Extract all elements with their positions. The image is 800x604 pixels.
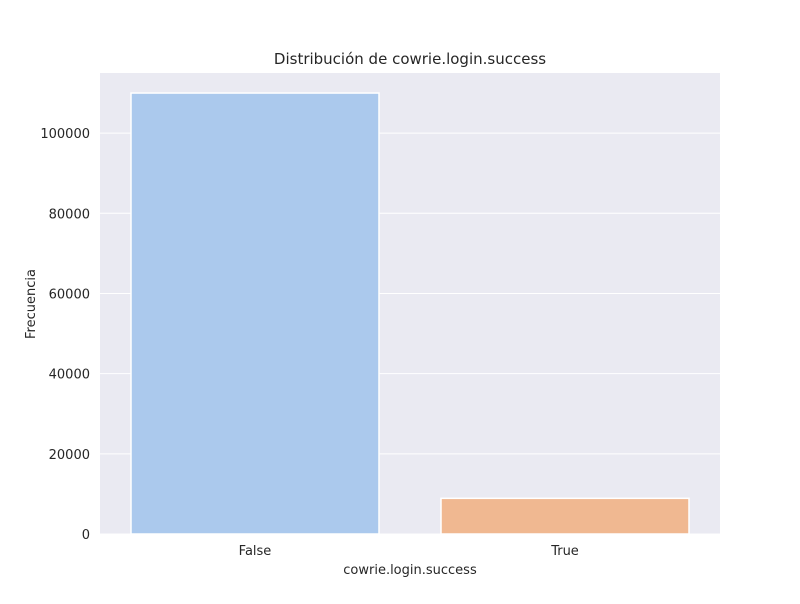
y-tick-label: 80000: [49, 207, 90, 222]
y-tick-label: 40000: [49, 368, 90, 383]
x-tick-label: True: [550, 544, 579, 559]
x-tick-label: False: [239, 544, 272, 559]
y-tick-label: 20000: [49, 448, 90, 463]
bars: [130, 92, 690, 535]
bar-false: [130, 92, 380, 535]
y-axis-ticks: 0 20000 40000 60000 80000 100000: [40, 127, 90, 543]
y-tick-label: 60000: [49, 287, 90, 302]
x-axis-ticks: False True: [239, 544, 579, 559]
x-axis-label: cowrie.login.success: [343, 563, 477, 578]
y-tick-label: 0: [82, 528, 90, 543]
y-axis-label: Frecuencia: [24, 269, 39, 339]
bar-true: [440, 497, 690, 535]
y-tick-label: 100000: [40, 127, 90, 142]
chart-title: Distribución de cowrie.login.success: [274, 50, 546, 68]
